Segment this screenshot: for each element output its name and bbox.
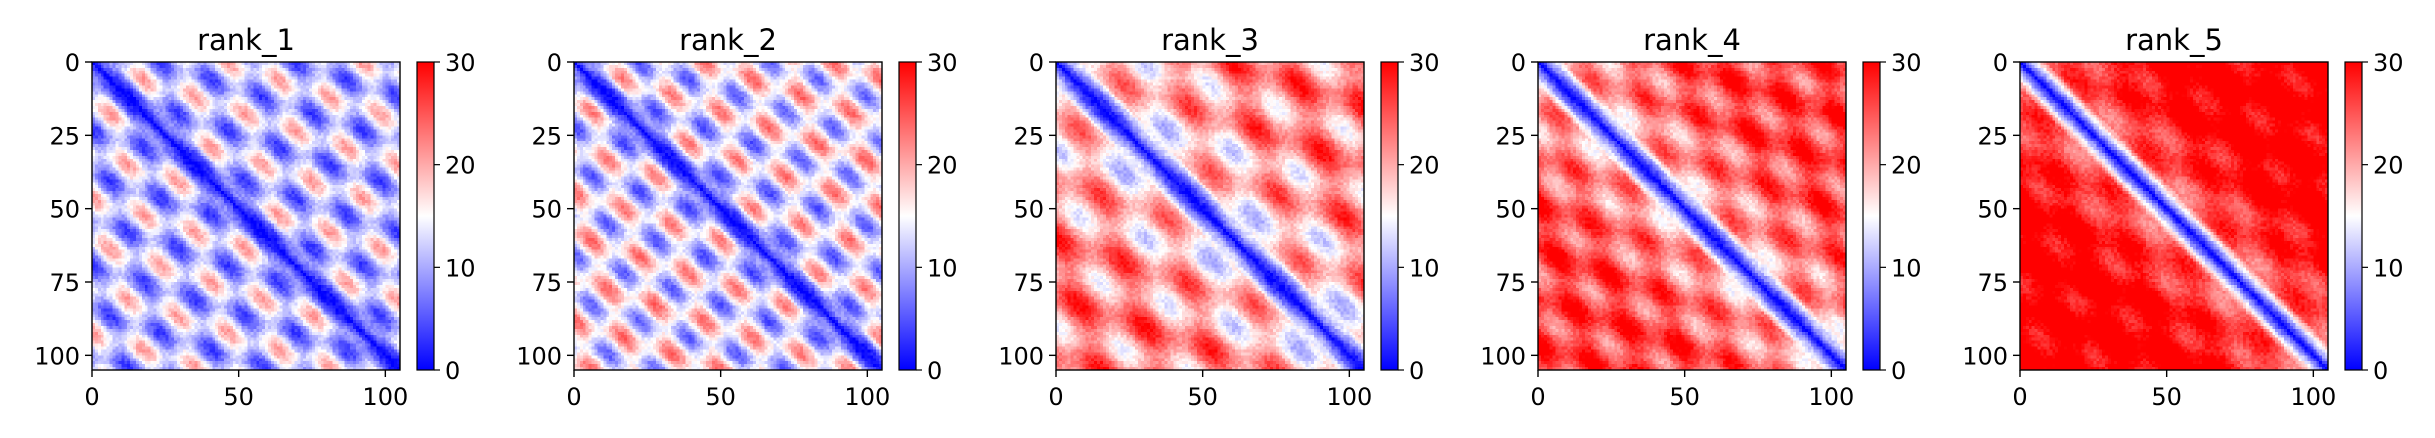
colorbar-tick-label: 20 bbox=[1891, 152, 1922, 180]
colorbar bbox=[2344, 61, 2363, 371]
y-tick-label: 50 bbox=[531, 196, 562, 224]
y-tick-label: 25 bbox=[1495, 122, 1526, 150]
colorbar-tick-label: 30 bbox=[1409, 49, 1440, 77]
y-tick-label: 50 bbox=[1495, 196, 1526, 224]
axes-frame bbox=[1055, 61, 1365, 371]
chart-title: rank_2 bbox=[679, 23, 777, 57]
y-tick-label: 0 bbox=[547, 49, 562, 77]
y-tick-label: 25 bbox=[49, 122, 80, 150]
x-tick-label: 100 bbox=[362, 383, 408, 411]
y-tick-label: 25 bbox=[1013, 122, 1044, 150]
colorbar-tick-label: 30 bbox=[927, 49, 958, 77]
y-tick-label: 100 bbox=[1962, 342, 2008, 370]
chart-title: rank_5 bbox=[2125, 23, 2223, 57]
axes-frame bbox=[91, 61, 401, 371]
colorbar-tick-label: 0 bbox=[445, 357, 460, 385]
colorbar-tick-label: 10 bbox=[1891, 254, 1922, 282]
y-tick-label: 75 bbox=[49, 269, 80, 297]
x-tick-label: 0 bbox=[1530, 383, 1545, 411]
colorbar bbox=[1380, 61, 1399, 371]
x-tick-label: 50 bbox=[1669, 383, 1700, 411]
x-tick-label: 50 bbox=[2151, 383, 2182, 411]
y-tick-label: 50 bbox=[1977, 196, 2008, 224]
colorbar-tick-label: 30 bbox=[2373, 49, 2404, 77]
colorbar-tick-label: 0 bbox=[1891, 357, 1906, 385]
colorbar-tick-label: 10 bbox=[2373, 254, 2404, 282]
colorbar bbox=[898, 61, 917, 371]
y-tick-label: 100 bbox=[998, 342, 1044, 370]
x-tick-label: 50 bbox=[223, 383, 254, 411]
colorbar-tick-label: 30 bbox=[1891, 49, 1922, 77]
colorbar-tick-label: 20 bbox=[1409, 152, 1440, 180]
y-tick-label: 25 bbox=[531, 122, 562, 150]
colorbar-tick-label: 30 bbox=[445, 49, 476, 77]
colorbar-tick-label: 10 bbox=[927, 254, 958, 282]
heatmap-cells bbox=[92, 62, 400, 370]
colorbar bbox=[1862, 61, 1881, 371]
y-tick-label: 0 bbox=[1993, 49, 2008, 77]
heatmap-cells bbox=[1538, 62, 1846, 370]
x-tick-label: 50 bbox=[705, 383, 736, 411]
y-tick-label: 0 bbox=[1511, 49, 1526, 77]
heatmap-cells bbox=[574, 62, 882, 370]
y-tick-label: 75 bbox=[531, 269, 562, 297]
y-tick-label: 50 bbox=[49, 196, 80, 224]
x-tick-label: 100 bbox=[1326, 383, 1372, 411]
chart-title: rank_4 bbox=[1643, 23, 1741, 57]
y-tick-label: 25 bbox=[1977, 122, 2008, 150]
colorbar-tick-label: 0 bbox=[1409, 357, 1424, 385]
colorbar-tick-label: 0 bbox=[927, 357, 942, 385]
x-tick-label: 0 bbox=[2012, 383, 2027, 411]
colorbar-tick-label: 20 bbox=[2373, 152, 2404, 180]
colorbar-tick-label: 20 bbox=[927, 152, 958, 180]
colorbar-tick-label: 20 bbox=[445, 152, 476, 180]
y-tick-label: 75 bbox=[1495, 269, 1526, 297]
heatmap-cells bbox=[2020, 62, 2328, 370]
chart-title: rank_1 bbox=[197, 23, 295, 57]
y-tick-label: 100 bbox=[1480, 342, 1526, 370]
y-tick-label: 50 bbox=[1013, 196, 1044, 224]
y-tick-label: 75 bbox=[1013, 269, 1044, 297]
y-tick-label: 0 bbox=[65, 49, 80, 77]
colorbar-tick-label: 10 bbox=[1409, 254, 1440, 282]
chart-title: rank_3 bbox=[1161, 23, 1259, 57]
y-tick-label: 100 bbox=[516, 342, 562, 370]
x-tick-label: 0 bbox=[84, 383, 99, 411]
y-tick-label: 0 bbox=[1029, 49, 1044, 77]
x-tick-label: 100 bbox=[1808, 383, 1854, 411]
x-tick-label: 0 bbox=[1048, 383, 1063, 411]
y-tick-label: 100 bbox=[34, 342, 80, 370]
axes-frame bbox=[573, 61, 883, 371]
axes-frame bbox=[2019, 61, 2329, 371]
colorbar-tick-label: 10 bbox=[445, 254, 476, 282]
colorbar bbox=[416, 61, 435, 371]
y-tick-label: 75 bbox=[1977, 269, 2008, 297]
x-tick-label: 100 bbox=[844, 383, 890, 411]
axes-frame bbox=[1537, 61, 1847, 371]
colorbar-tick-label: 0 bbox=[2373, 357, 2388, 385]
x-tick-label: 50 bbox=[1187, 383, 1218, 411]
x-tick-label: 100 bbox=[2290, 383, 2336, 411]
x-tick-label: 0 bbox=[566, 383, 581, 411]
heatmap-cells bbox=[1056, 62, 1364, 370]
